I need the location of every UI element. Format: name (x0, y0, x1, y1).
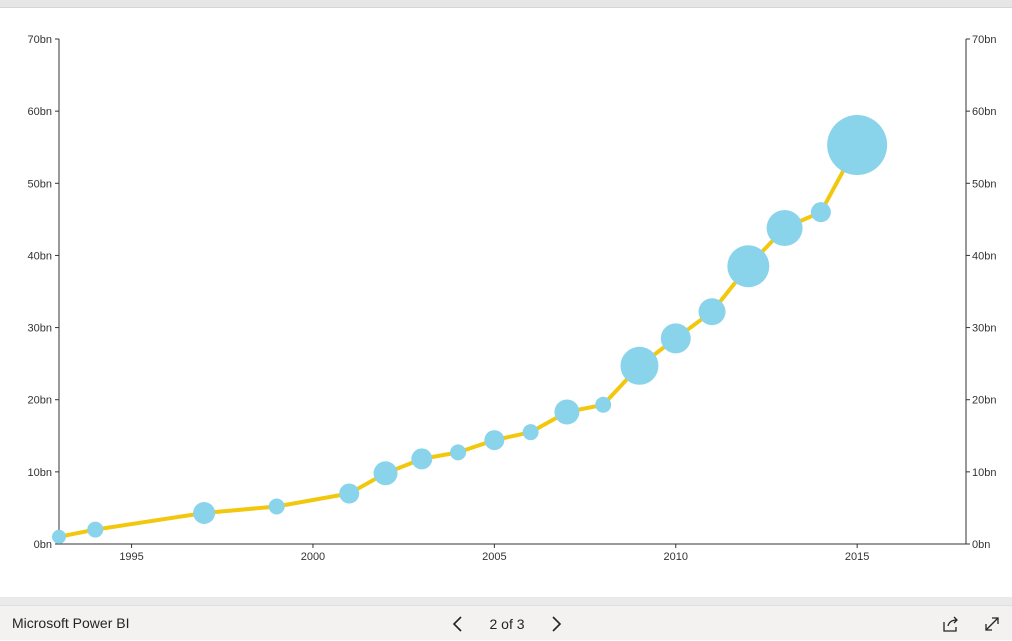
data-bubble[interactable] (193, 501, 216, 524)
y-tick-label-left: 10bn (28, 467, 52, 479)
data-bubble[interactable] (660, 323, 691, 354)
footer-bar: Microsoft Power BI 2 of 3 (0, 605, 1012, 640)
page-navigator: 2 of 3 (448, 612, 572, 636)
page-total: 3 (516, 616, 525, 632)
y-tick-label-left: 60bn (28, 106, 52, 118)
x-tick-label: 2010 (664, 551, 688, 563)
y-tick-label-left: 0bn (34, 539, 52, 551)
data-bubble[interactable] (450, 444, 467, 461)
x-tick-label: 2015 (845, 551, 869, 563)
y-tick-label-right: 60bn (972, 106, 996, 118)
divider (0, 597, 1012, 605)
brand-label[interactable]: Microsoft Power BI (12, 615, 130, 631)
data-bubble[interactable] (698, 298, 726, 326)
data-bubble[interactable] (411, 448, 433, 470)
previous-page-button[interactable] (448, 612, 468, 636)
data-bubble[interactable] (766, 210, 803, 247)
series-line (57, 143, 860, 539)
page-separator: of (501, 616, 513, 632)
x-tick-label: 2005 (482, 551, 506, 563)
page-current: 2 (489, 616, 498, 632)
share-icon (943, 616, 958, 632)
data-bubble[interactable] (339, 483, 360, 504)
expand-icon (985, 617, 999, 631)
data-bubble[interactable] (373, 461, 398, 486)
x-tick-label: 2000 (301, 551, 325, 563)
y-tick-label-left: 70bn (28, 34, 52, 46)
y-tick-label-right: 40bn (972, 250, 996, 262)
y-tick-label-right: 0bn (972, 539, 990, 551)
data-bubble[interactable] (827, 115, 888, 176)
data-bubble[interactable] (554, 399, 580, 425)
y-tick-label-right: 30bn (972, 323, 996, 335)
y-tick-label-right: 10bn (972, 467, 996, 479)
data-bubble[interactable] (620, 346, 659, 385)
top-bar (0, 0, 1012, 8)
fullscreen-button[interactable] (982, 614, 1002, 634)
page-indicator: 2 of 3 (474, 616, 540, 632)
data-bubble[interactable] (727, 245, 770, 288)
y-tick-label-left: 40bn (28, 250, 52, 262)
chevron-right-icon (552, 616, 562, 632)
chevron-left-icon (452, 616, 462, 632)
data-bubble[interactable] (595, 396, 612, 413)
data-bubble[interactable] (52, 529, 66, 544)
data-bubble[interactable] (268, 498, 285, 515)
y-tick-label-right: 50bn (972, 178, 996, 190)
y-tick-label-right: 20bn (972, 395, 996, 407)
data-bubble[interactable] (522, 424, 539, 441)
data-bubble[interactable] (484, 430, 505, 451)
y-tick-label-left: 30bn (28, 323, 52, 335)
y-tick-label-right: 70bn (972, 34, 996, 46)
data-bubble[interactable] (87, 521, 104, 538)
next-page-button[interactable] (546, 612, 566, 636)
data-bubble[interactable] (810, 202, 831, 223)
y-tick-label-left: 50bn (28, 178, 52, 190)
y-tick-label-left: 20bn (28, 395, 52, 407)
bubble-line-chart: 0bn 0bn 10bn 10bn 20bn 20bn 30bn 30bn 40bn 40bn 50… (28, 34, 997, 563)
x-tick-label: 1995 (119, 551, 143, 563)
share-button[interactable] (941, 614, 961, 634)
chart-area: 0bn 0bn 10bn 10bn 20bn 20bn 30bn 30bn 40bn 40bn 50… (0, 8, 1012, 597)
